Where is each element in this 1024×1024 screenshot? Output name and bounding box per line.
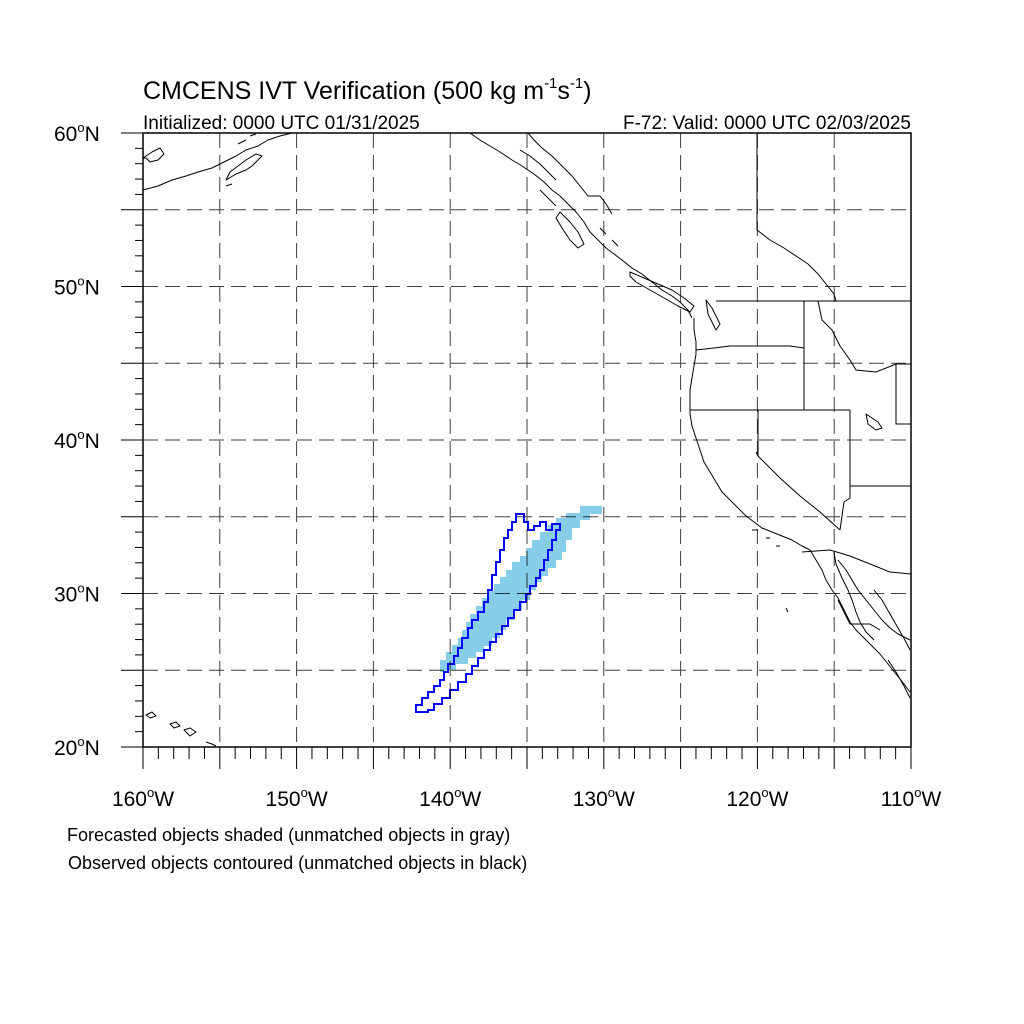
latitude-label: 30oN (54, 581, 100, 607)
longitude-label: 110oW (881, 785, 942, 811)
longitude-label: 130oW (573, 785, 635, 811)
great-salt-lake (865, 413, 883, 431)
latitude-labels: 60oN 50oN 40oN 30oN 20oN (54, 120, 100, 760)
bc-alberta-border (756, 133, 837, 302)
alaska-panhandle-coast (469, 132, 693, 319)
alaska-islets (225, 133, 257, 187)
forecast-object-shading (440, 506, 602, 672)
channel-islands (752, 529, 789, 613)
wyoming-box (895, 363, 911, 425)
latitude-label: 20oN (54, 734, 100, 760)
forecast-object (440, 506, 602, 672)
longitude-label: 150oW (266, 785, 328, 811)
alaska-panhandle-islands (519, 149, 619, 249)
idaho-montana-border (817, 300, 897, 373)
mexico-mainland-coast (873, 589, 911, 699)
tick-marks (121, 132, 912, 769)
init-time-label: Initialized: 0000 UTC 01/31/2025 (143, 113, 420, 134)
california-nevada-border (757, 410, 841, 531)
map-title: CMCENS IVT Verification (500 kg m-1s-1) (143, 75, 592, 105)
legend-forecast-note: Forecasted objects shaded (unmatched obj… (67, 825, 510, 845)
legend-observed-note: Observed objects contoured (unmatched ob… (68, 853, 527, 873)
valid-time-label: F-72: Valid: 0000 UTC 02/03/2025 (623, 113, 911, 134)
alaska-bc-border (599, 195, 613, 215)
alaska-west-coast (142, 147, 165, 163)
longitude-labels: 160oW 150oW 140oW 130oW 120oW 110oW (112, 785, 942, 811)
latitude-label: 50oN (54, 274, 100, 300)
observed-object-contour (415, 513, 561, 713)
latitude-label: 60oN (54, 120, 100, 146)
us-mexico-border (801, 549, 912, 575)
gridlines (143, 133, 911, 747)
alaska-peninsula-coast (142, 132, 293, 191)
baja-sonora-border (837, 599, 881, 631)
baja-east-coast (833, 551, 875, 641)
west-coast (689, 318, 811, 551)
vancouver-island (629, 271, 695, 313)
latitude-label: 40oN (54, 427, 100, 453)
longitude-label: 160oW (112, 785, 174, 811)
hawaii-islands (145, 711, 217, 747)
longitude-label: 120oW (726, 785, 788, 811)
observed-object (415, 513, 561, 713)
nevada-utah-border (849, 410, 911, 487)
arizona-border (839, 486, 851, 531)
canada-us-border-alaska (527, 132, 600, 197)
political-boundaries (527, 132, 912, 631)
gulf-of-california (837, 559, 911, 641)
kodiak-island (225, 153, 263, 181)
baja-coast (809, 549, 911, 693)
coastlines (142, 132, 911, 747)
puget-sound (705, 299, 721, 331)
washington-oregon-border (695, 345, 805, 351)
longitude-label: 140oW (419, 785, 481, 811)
